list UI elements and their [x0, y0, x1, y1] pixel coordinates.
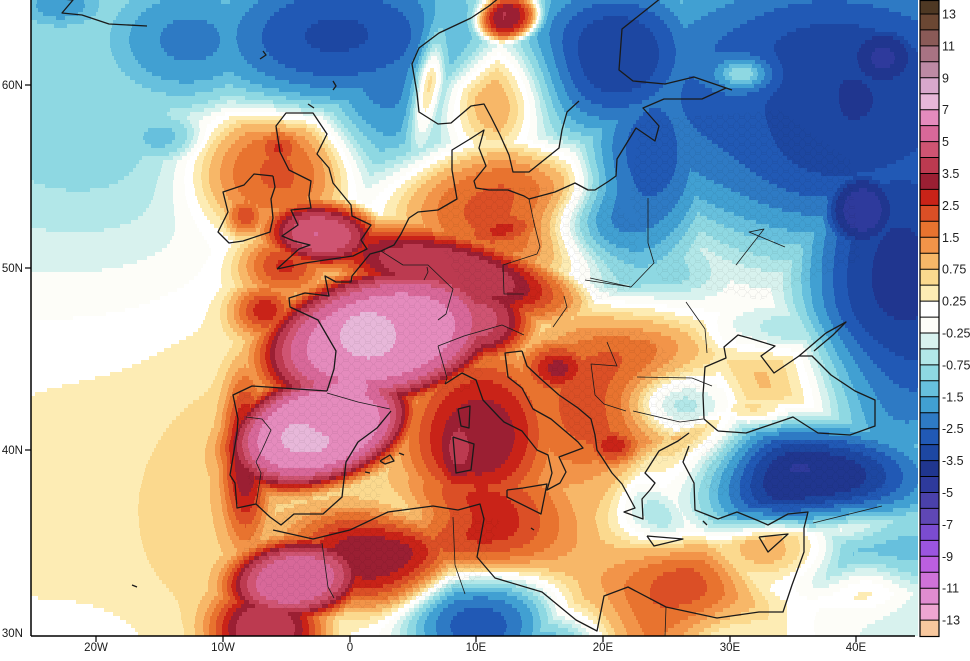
- svg-text:13: 13: [942, 8, 956, 22]
- svg-text:9: 9: [942, 71, 949, 85]
- svg-text:3.5: 3.5: [942, 167, 959, 181]
- svg-text:20E: 20E: [593, 642, 614, 654]
- svg-text:0.25: 0.25: [942, 295, 966, 309]
- svg-text:-0.25: -0.25: [942, 327, 970, 341]
- svg-text:0.75: 0.75: [942, 263, 966, 277]
- svg-text:-9: -9: [942, 550, 953, 564]
- svg-text:20W: 20W: [84, 642, 108, 654]
- svg-text:2.5: 2.5: [942, 199, 959, 213]
- svg-text:50N: 50N: [2, 263, 23, 275]
- svg-text:5: 5: [942, 135, 949, 149]
- svg-text:11: 11: [942, 39, 955, 53]
- svg-text:30N: 30N: [2, 628, 23, 640]
- svg-text:40N: 40N: [2, 445, 23, 457]
- svg-text:10W: 10W: [211, 642, 235, 654]
- svg-text:-3.5: -3.5: [942, 454, 964, 468]
- svg-text:7: 7: [942, 103, 949, 117]
- svg-text:60N: 60N: [2, 80, 23, 92]
- svg-text:-1.5: -1.5: [942, 390, 964, 404]
- svg-text:10E: 10E: [466, 642, 487, 654]
- svg-text:-13: -13: [942, 614, 960, 628]
- svg-text:-11: -11: [942, 582, 959, 596]
- svg-text:-5: -5: [942, 486, 953, 500]
- svg-text:-7: -7: [942, 518, 953, 532]
- svg-text:40E: 40E: [846, 642, 867, 654]
- svg-text:0: 0: [347, 642, 353, 654]
- svg-text:-2.5: -2.5: [942, 422, 964, 436]
- svg-text:1.5: 1.5: [942, 231, 959, 245]
- svg-text:-0.75: -0.75: [942, 358, 970, 372]
- svg-text:30E: 30E: [720, 642, 741, 654]
